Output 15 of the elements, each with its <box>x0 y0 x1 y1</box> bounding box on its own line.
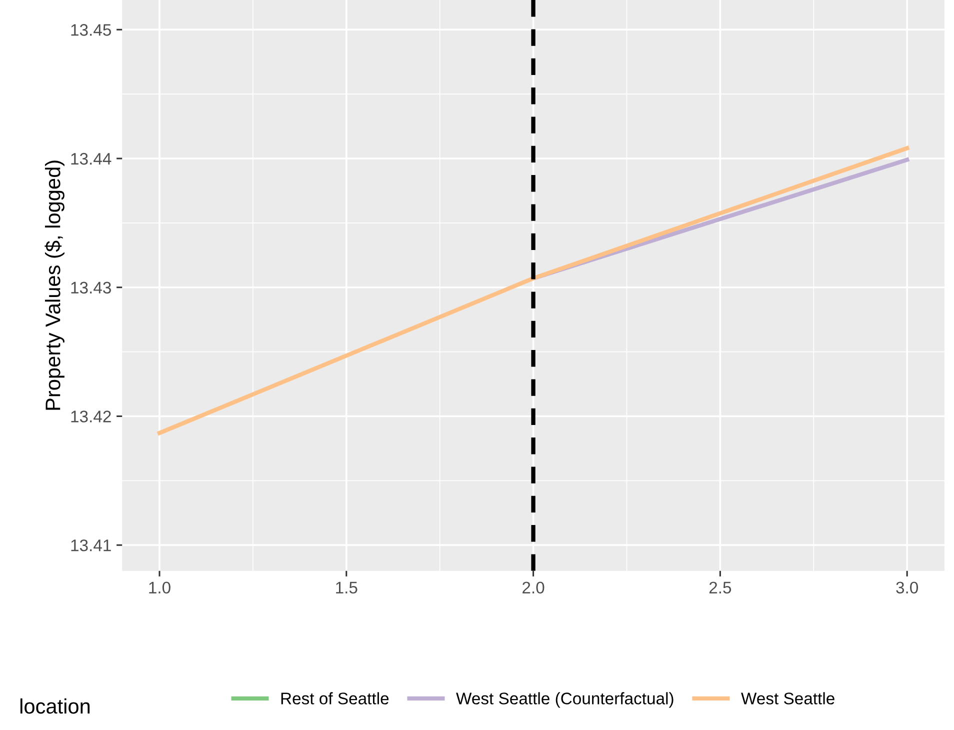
x-tick-label: 2.0 <box>522 582 544 594</box>
legend-label: Rest of Seattle <box>281 692 389 704</box>
x-tick-label: 1.5 <box>336 582 358 594</box>
legend-label: West Seattle <box>741 692 834 704</box>
x-tick-label: 3.0 <box>896 582 918 594</box>
y-tick-label: 13.42 <box>71 410 111 422</box>
y-tick-label: 13.41 <box>71 539 111 552</box>
y-axis-title: Property Values ($, logged) <box>44 160 64 410</box>
legend-title: location <box>20 698 90 714</box>
y-tick-label: 13.45 <box>71 24 111 36</box>
y-tick-label: 13.43 <box>71 282 111 294</box>
x-tick-label: 2.5 <box>709 582 732 594</box>
x-tick-label: 1.0 <box>149 582 170 594</box>
y-tick-label: 13.44 <box>71 152 112 165</box>
legend-label: West Seattle (Counterfactual) <box>456 692 674 708</box>
